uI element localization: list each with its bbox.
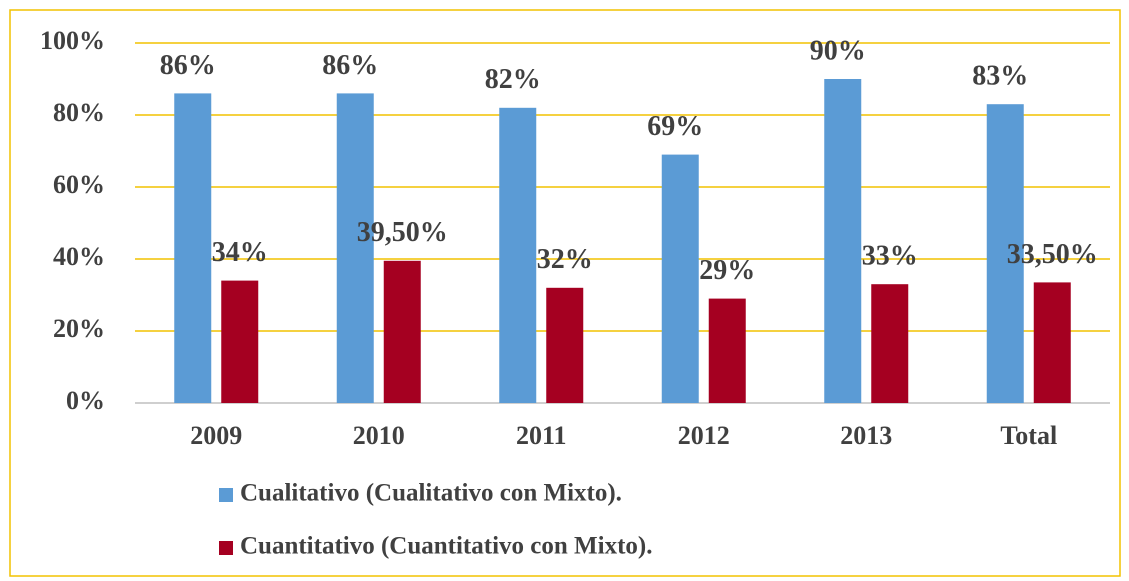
data-label: 86% (160, 50, 216, 81)
legend-swatch (219, 541, 233, 555)
data-label: 90% (810, 35, 866, 66)
data-label: 32% (537, 244, 593, 275)
bar (174, 93, 212, 404)
y-tick-label: 100% (40, 26, 105, 55)
bar (661, 154, 699, 403)
data-label: 34% (212, 237, 268, 268)
data-label: 86% (322, 50, 378, 81)
x-tick-label: 2009 (190, 421, 242, 450)
y-tick-label: 40% (53, 242, 105, 271)
data-label: 29% (699, 255, 755, 286)
x-tick-label: 2011 (516, 421, 567, 450)
y-tick-label: 0% (66, 386, 105, 415)
legend-swatch (219, 488, 233, 502)
x-tick-label: 2012 (678, 421, 730, 450)
bar (383, 260, 421, 403)
data-label: 69% (647, 111, 703, 142)
data-label: 33,50% (1007, 239, 1098, 270)
y-tick-label: 80% (53, 98, 105, 127)
data-label: 83% (972, 61, 1028, 92)
x-tick-label: 2010 (353, 421, 405, 450)
bar (986, 104, 1024, 403)
bar (1033, 282, 1071, 403)
legend-label: Cuantitativo (Cuantitativo con Mixto). (240, 533, 652, 560)
x-tick-label: Total (1000, 421, 1057, 450)
x-tick-label: 2013 (840, 421, 892, 450)
bar (499, 107, 537, 404)
bar (708, 298, 746, 403)
data-label: 33% (862, 241, 918, 272)
bar (824, 79, 862, 403)
data-label: 39,50% (357, 217, 448, 248)
bar (221, 280, 259, 403)
legend-label: Cualitativo (Cualitativo con Mixto). (240, 480, 622, 507)
bar (336, 93, 374, 404)
bar (546, 287, 584, 403)
bar (871, 284, 909, 403)
data-label: 82% (485, 64, 541, 95)
y-tick-label: 60% (53, 170, 105, 199)
y-tick-label: 20% (53, 314, 105, 343)
